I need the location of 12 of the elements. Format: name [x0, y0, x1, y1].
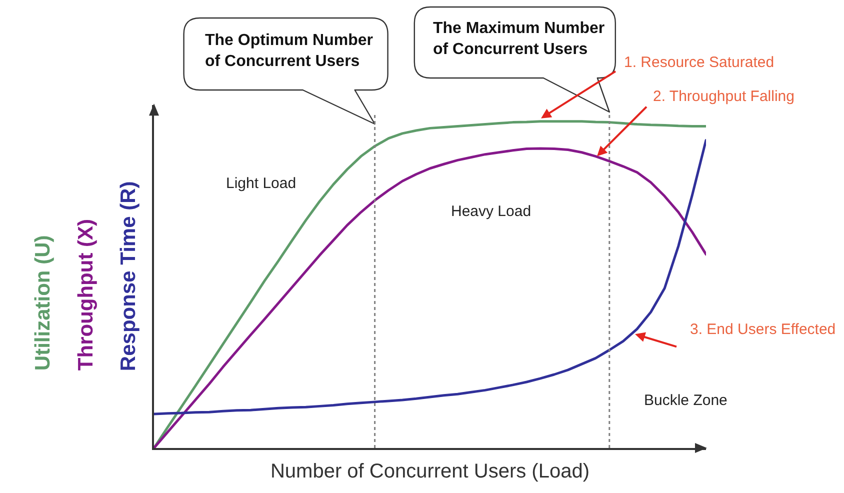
- text: The Maximum Number of Concurrent Users: [433, 20, 605, 58]
- text: 1. Resource Saturated: [624, 54, 774, 71]
- text: Throughput (X): [74, 218, 98, 371]
- text: Utilization (U): [31, 235, 54, 371]
- annotation: Buckle Zone: [644, 392, 728, 409]
- text: 2. Throughput Falling: [653, 88, 794, 105]
- annotation: 3. End Users Effected: [690, 321, 836, 338]
- x-axis-title: Number of Concurrent Users (Load): [270, 460, 590, 482]
- text: Response Time (R): [116, 181, 140, 372]
- annotation: Light Load: [226, 175, 296, 192]
- annotation: Heavy Load: [451, 203, 532, 220]
- text: The Optimum Number of Concurrent Users: [205, 32, 374, 70]
